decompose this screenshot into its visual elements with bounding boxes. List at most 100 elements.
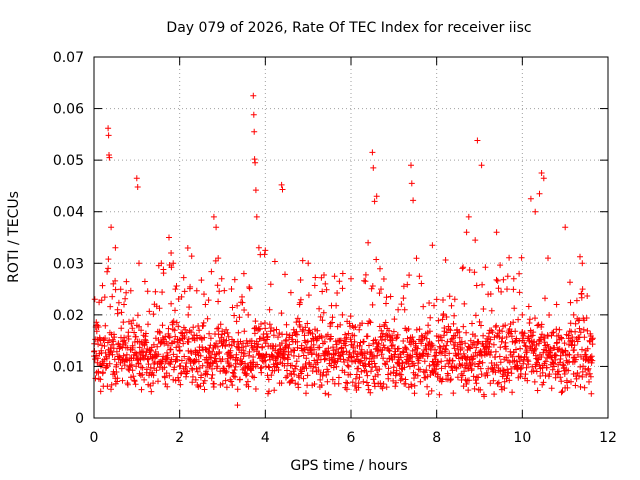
roti-point: [129, 367, 136, 374]
roti-point: [567, 320, 574, 327]
roti-point: [513, 358, 520, 365]
roti-point: [235, 329, 242, 336]
roti-point: [117, 286, 124, 293]
roti-point: [138, 327, 145, 334]
roti-point: [473, 380, 480, 387]
roti-point: [495, 379, 502, 386]
roti-point: [232, 374, 239, 380]
roti-point: [516, 338, 523, 344]
roti-point: [295, 384, 302, 391]
roti-point: [496, 334, 503, 341]
roti-point: [150, 341, 157, 348]
roti-point: [380, 355, 387, 362]
roti-point: [156, 305, 163, 312]
roti-point: [322, 390, 329, 397]
roti-point: [294, 344, 301, 351]
roti-point: [499, 335, 506, 342]
roti-point: [476, 358, 483, 365]
roti-point: [422, 342, 429, 349]
roti-point: [228, 362, 234, 369]
roti-point: [279, 186, 286, 193]
roti-point: [480, 306, 487, 312]
roti-point: [257, 365, 264, 372]
roti-point: [504, 372, 511, 379]
roti-point: [177, 381, 184, 388]
roti-point: [477, 365, 484, 372]
roti-point: [577, 363, 584, 370]
roti-point: [472, 377, 479, 384]
roti-point: [350, 344, 357, 351]
y-tick-label: 0.03: [53, 256, 84, 272]
roti-point: [576, 372, 582, 379]
roti-point: [173, 319, 180, 326]
roti-point: [221, 287, 228, 294]
roti-point: [371, 383, 378, 390]
roti-point: [144, 288, 151, 295]
roti-point: [487, 380, 494, 387]
roti-point: [252, 386, 259, 392]
roti-point: [113, 369, 120, 375]
roti-point: [421, 347, 427, 353]
roti-point: [556, 359, 563, 366]
roti-point: [223, 368, 230, 375]
roti-point: [105, 125, 112, 132]
roti-point: [385, 347, 392, 354]
roti-point: [105, 265, 112, 272]
roti-point: [108, 381, 115, 388]
roti-point: [426, 300, 433, 306]
axis-ticks: 0 0.01 0.02 0.03 0.04 0.05 0.06 0.07 0 2 4 6 8 10 12: [53, 50, 617, 446]
roti-point: [123, 289, 130, 296]
roti-point: [299, 328, 306, 335]
roti-point: [438, 358, 445, 365]
roti-point: [558, 378, 565, 385]
roti-point: [557, 374, 564, 381]
roti-point: [511, 305, 518, 312]
roti-point: [278, 340, 285, 347]
roti-point: [450, 390, 457, 397]
roti-point: [365, 360, 372, 367]
roti-point: [145, 321, 151, 328]
roti-point: [451, 296, 458, 303]
roti-point: [223, 326, 230, 333]
roti-point: [265, 363, 272, 370]
roti-point: [245, 383, 252, 390]
roti-point: [501, 385, 508, 392]
roti-point: [395, 306, 402, 313]
roti-point: [340, 356, 347, 363]
roti-point: [114, 375, 121, 382]
roti-point: [469, 320, 475, 327]
roti-point: [283, 321, 290, 328]
roti-point: [319, 288, 326, 295]
roti-point: [316, 344, 323, 351]
roti-point: [451, 345, 458, 352]
roti-point: [537, 373, 544, 379]
roti-point: [425, 322, 432, 329]
roti-point: [268, 372, 275, 379]
roti-point: [234, 402, 241, 409]
roti-point: [266, 306, 273, 313]
roti-point: [389, 342, 396, 348]
roti-point: [300, 375, 307, 382]
roti-point: [97, 376, 104, 383]
roti-point: [488, 360, 495, 366]
roti-point: [303, 390, 309, 397]
roti-point: [443, 329, 450, 336]
roti-point: [299, 257, 306, 264]
roti-point: [161, 374, 168, 381]
data-points: [91, 92, 596, 409]
roti-point: [542, 358, 549, 365]
y-tick-label: 0: [75, 411, 84, 427]
roti-point: [110, 280, 117, 287]
roti-point: [328, 333, 334, 340]
roti-point: [538, 354, 545, 360]
roti-point: [141, 278, 148, 285]
roti-point: [445, 360, 452, 367]
roti-point: [223, 337, 230, 344]
roti-point: [227, 347, 234, 354]
roti-point: [102, 322, 109, 329]
roti-point: [442, 352, 449, 359]
roti-point: [291, 371, 298, 378]
roti-point: [579, 260, 586, 267]
roti-point: [177, 362, 184, 369]
roti-point: [459, 372, 466, 379]
